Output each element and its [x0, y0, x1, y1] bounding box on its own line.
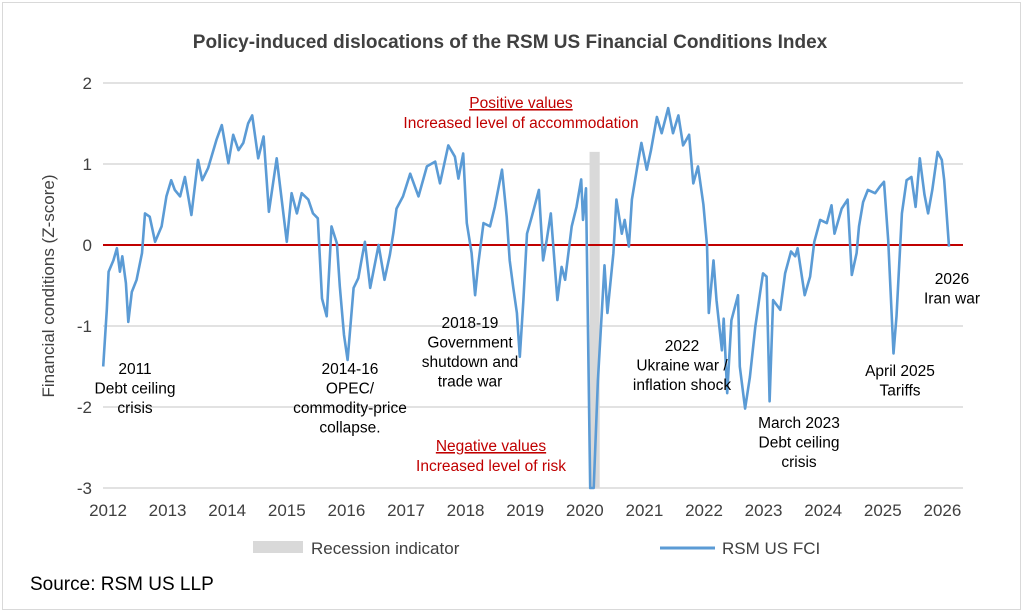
- event-annotation-line: OPEC/: [326, 381, 375, 398]
- x-tick-label: 2014: [208, 501, 246, 520]
- y-tick-label: -2: [77, 398, 92, 417]
- y-tick-label: 0: [83, 236, 92, 255]
- event-annotation-line: trade war: [438, 374, 503, 391]
- event-annotation: 2022 Ukraine war / inflation shock: [633, 338, 731, 394]
- y-tick-label: 1: [83, 155, 92, 174]
- event-annotation-line: crisis: [117, 400, 153, 417]
- x-tick-label: 2013: [149, 501, 187, 520]
- event-annotation-line: Iran war: [924, 291, 980, 308]
- y-tick-label: -1: [77, 317, 92, 336]
- fci-series-line: [101, 106, 951, 490]
- x-tick-label: 2019: [506, 501, 544, 520]
- event-annotation-line: March 2023: [758, 415, 840, 432]
- x-tick-label: 2018: [447, 501, 485, 520]
- x-tick-label: 2012: [89, 501, 127, 520]
- positive-values-title: Positive values: [469, 95, 573, 112]
- event-annotation-line: commodity-price: [293, 400, 407, 417]
- event-annotation-line: 2026: [935, 271, 969, 288]
- event-annotation: 2018-19 Government shutdown and trade war: [422, 315, 519, 391]
- event-annotation-line: shutdown and: [422, 354, 519, 371]
- legend-recession-swatch: [253, 541, 303, 553]
- negative-values-title: Negative values: [436, 438, 547, 455]
- x-tick-label: 2017: [387, 501, 425, 520]
- event-annotation-line: Tariffs: [879, 383, 920, 400]
- x-tick-label: 2023: [745, 501, 783, 520]
- event-annotation-line: Debt ceiling: [759, 435, 840, 452]
- x-tick-label: 2022: [685, 501, 723, 520]
- event-annotation-line: April 2025: [865, 363, 935, 380]
- event-annotation-line: crisis: [781, 454, 817, 471]
- positive-values-text: Increased level of accommodation: [403, 115, 638, 132]
- event-annotation: 2026 Iran war: [924, 271, 980, 308]
- x-tick-label: 2016: [327, 501, 365, 520]
- x-tick-label: 2026: [923, 501, 961, 520]
- x-tick-label: 2020: [566, 501, 604, 520]
- event-annotation-line: Debt ceiling: [95, 381, 176, 398]
- event-annotation-line: collapse.: [319, 420, 380, 437]
- legend-fci-label: RSM US FCI: [722, 539, 820, 558]
- event-annotation: 2011 Debt ceiling crisis: [95, 361, 176, 417]
- event-annotation: 2014-16 OPEC/commodity-price collapse.: [293, 361, 407, 437]
- event-annotation-line: 2011: [118, 361, 151, 378]
- event-annotation-line: 2014-16: [322, 361, 379, 378]
- x-tick-label: 2015: [268, 501, 306, 520]
- y-tick-label: -3: [77, 479, 92, 498]
- event-annotation: March 2023 Debt ceiling crisis: [758, 415, 840, 471]
- y-axis-label: Financial conditions (Z-score): [39, 175, 58, 398]
- event-annotation-line: Government: [427, 335, 513, 352]
- event-annotation-line: 2018-19: [442, 315, 499, 332]
- chart-title: Policy-induced dislocations of the RSM U…: [193, 32, 828, 53]
- x-tick-label: 2021: [625, 501, 663, 520]
- source-note: Source: RSM US LLP: [30, 574, 214, 595]
- negative-values-text: Increased level of risk: [416, 458, 566, 475]
- y-tick-label: 2: [83, 74, 92, 93]
- x-tick-label: 2025: [864, 501, 902, 520]
- event-annotation-line: inflation shock: [633, 377, 731, 394]
- recession-bar: [589, 151, 600, 488]
- event-annotation-line: 2022: [665, 338, 699, 355]
- legend-recession-label: Recession indicator: [311, 539, 460, 558]
- event-annotation: April 2025 Tariffs: [865, 363, 935, 400]
- x-tick-label: 2024: [804, 501, 842, 520]
- event-annotation-line: Ukraine war /: [636, 358, 728, 375]
